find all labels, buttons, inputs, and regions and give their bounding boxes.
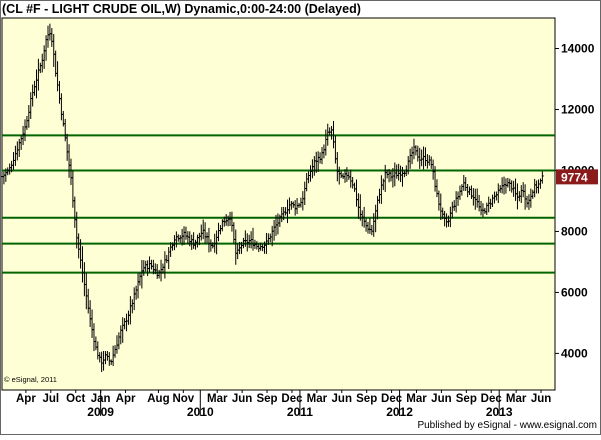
- x-year-label: 2011: [287, 405, 313, 419]
- last-price-label: 9774: [561, 170, 588, 184]
- x-month-label: Sep: [456, 393, 477, 405]
- x-year-label: 2012: [386, 405, 413, 419]
- price-bar: [540, 171, 544, 184]
- x-year-label: 2013: [486, 405, 513, 419]
- x-month-label: Dec: [281, 393, 303, 405]
- y-tick-label: 8000: [561, 224, 588, 238]
- x-month-label: Mar: [307, 393, 328, 405]
- last-price-marker: 9774: [556, 169, 598, 185]
- horizontal-lines: [2, 134, 555, 274]
- x-year-label: 2009: [87, 405, 114, 419]
- y-tick-label: 6000: [561, 285, 588, 299]
- publisher-footer: Published by eSignal - www.esignal.com: [417, 420, 597, 431]
- x-month-label: Sep: [256, 393, 277, 405]
- x-axis: Apr Jul Oct Jan Apr Aug Nov Mar Jun Sep Dec Mar Jun S…: [16, 390, 551, 419]
- plot-area: [1, 17, 556, 391]
- x-month-label: Dec: [381, 393, 403, 405]
- y-axis: 400060008000100001200014000: [555, 41, 595, 360]
- last-price-badge: [556, 169, 598, 185]
- y-tick-label: 14000: [561, 41, 595, 55]
- x-month-label: Jun: [531, 393, 551, 405]
- x-month-label: Apr: [116, 393, 136, 405]
- x-month-label: Jun: [332, 393, 352, 405]
- x-month-label: Dec: [481, 393, 503, 405]
- x-month-label: Jun: [232, 393, 252, 405]
- y-tick-label: 12000: [561, 102, 595, 116]
- x-month-label: Apr: [16, 393, 36, 405]
- x-month-label: Oct: [66, 393, 85, 405]
- x-year-label: 2010: [187, 405, 214, 419]
- y-tick-label: 4000: [561, 346, 588, 360]
- x-month-label: Sep: [356, 393, 377, 405]
- x-month-label: Aug: [147, 393, 169, 405]
- price-bars: [0, 23, 544, 373]
- chart-title: (CL #F - LIGHT CRUDE OIL,W) Dynamic,0:00…: [2, 2, 361, 16]
- x-month-label: Nov: [172, 393, 194, 405]
- x-month-label: Mar: [506, 393, 527, 405]
- x-month-label: Jun: [431, 393, 451, 405]
- x-month-label: Jul: [43, 393, 60, 405]
- copyright-label: © eSignal, 2011: [4, 375, 57, 384]
- x-month-label: Mar: [406, 393, 427, 405]
- x-month-label: Mar: [207, 393, 228, 405]
